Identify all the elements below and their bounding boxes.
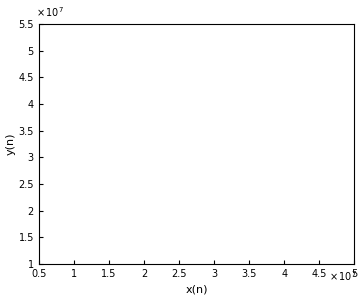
Text: $\times\,10^7$: $\times\,10^7$ (36, 5, 64, 19)
Y-axis label: y(n): y(n) (5, 133, 16, 155)
X-axis label: x(n): x(n) (185, 284, 208, 294)
Text: $\times\,10^7$: $\times\,10^7$ (330, 269, 358, 283)
